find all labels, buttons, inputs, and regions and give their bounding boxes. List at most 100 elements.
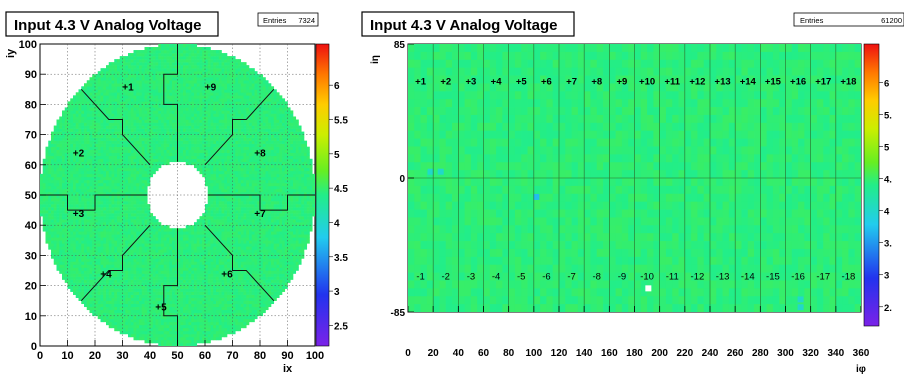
left-cell: [188, 95, 192, 99]
left-cell: [172, 267, 176, 271]
left-cell: [191, 131, 195, 135]
left-cell: [86, 104, 90, 108]
left-cell: [103, 167, 107, 172]
left-cell: [42, 213, 46, 217]
left-cell: [122, 195, 126, 199]
left-cell: [216, 261, 220, 265]
left-cell: [177, 44, 181, 48]
left-cell: [70, 219, 74, 223]
left-cell: [40, 198, 44, 202]
left-cell: [122, 158, 126, 163]
left-cell: [128, 207, 132, 211]
left-cell: [125, 207, 129, 211]
left-cell: [67, 267, 71, 271]
left-cell: [144, 128, 148, 132]
left-cell: [108, 107, 112, 111]
left-cell: [202, 312, 206, 317]
left-cell: [177, 92, 181, 96]
left-cell: [106, 158, 110, 163]
left-cell: [199, 113, 203, 117]
left-cell: [125, 71, 129, 75]
left-cell: [89, 191, 93, 196]
left-cell: [81, 98, 85, 102]
left-cell: [119, 134, 123, 138]
left-cell: [64, 201, 68, 205]
left-cell: [53, 185, 57, 190]
left-cell: [202, 333, 206, 338]
left-cell: [56, 213, 60, 217]
left-cell: [62, 222, 66, 226]
left-cell: [141, 216, 145, 220]
left-cell: [70, 255, 74, 259]
left-cell: [51, 195, 55, 199]
left-cell: [147, 92, 151, 96]
left-cell: [125, 62, 129, 66]
left-cell: [166, 98, 170, 102]
left-cell: [161, 152, 165, 157]
left-cell: [117, 158, 121, 163]
left-cell: [196, 330, 200, 335]
left-cell: [180, 137, 184, 141]
left-cell: [152, 315, 156, 320]
left-cell: [89, 119, 93, 123]
left-cell: [139, 65, 143, 69]
left-cell: [144, 300, 148, 305]
left-cell: [95, 228, 99, 232]
left-cell: [114, 288, 118, 292]
left-cell: [136, 173, 140, 178]
left-cell: [163, 273, 167, 277]
left-cell: [133, 107, 137, 111]
left-cell: [100, 113, 104, 117]
left-cell: [161, 237, 165, 241]
left-cell: [128, 125, 132, 129]
left-cell: [183, 152, 187, 157]
left-cell: [130, 321, 134, 326]
left-cell: [147, 119, 151, 123]
left-cell: [106, 282, 110, 286]
left-cell: [207, 210, 211, 214]
left-cell: [125, 68, 129, 72]
left-cell: [89, 83, 93, 87]
left-cell: [64, 225, 68, 229]
left-cell: [144, 222, 148, 226]
left-cell: [183, 258, 187, 262]
left-cell: [188, 149, 192, 154]
left-cell: [95, 83, 99, 87]
left-cell: [103, 282, 107, 286]
left-cell: [147, 213, 151, 217]
left-cell: [89, 164, 93, 169]
left-cell: [133, 201, 137, 205]
left-cell: [78, 201, 82, 205]
left-cell: [174, 273, 178, 277]
left-cell: [202, 336, 206, 341]
left-cell: [194, 86, 198, 90]
left-cell: [130, 312, 134, 317]
left-cell: [117, 288, 121, 292]
left-cell: [205, 98, 209, 102]
left-cell: [196, 318, 200, 323]
left-cell: [180, 143, 184, 147]
left-cell: [108, 116, 112, 120]
left-cell: [106, 291, 110, 295]
left-cell: [196, 167, 200, 172]
left-cell: [42, 216, 46, 220]
left-cell: [155, 56, 159, 60]
left-cell: [103, 131, 107, 135]
left-cell: [106, 110, 110, 114]
left-cell: [78, 110, 82, 114]
left-cell: [97, 237, 101, 241]
left-cell: [150, 297, 154, 301]
left-cell: [210, 113, 214, 117]
left-cell: [216, 312, 220, 317]
left-cell: [174, 77, 178, 81]
left-cell: [108, 231, 112, 235]
left-cell: [111, 164, 115, 169]
left-cell: [117, 68, 121, 72]
left-cell: [177, 86, 181, 90]
left-cell: [81, 182, 85, 187]
left-cell: [122, 113, 126, 117]
left-cell: [62, 210, 66, 214]
left-cell: [158, 273, 162, 277]
left-cell: [117, 249, 121, 253]
left-cell: [155, 110, 159, 114]
